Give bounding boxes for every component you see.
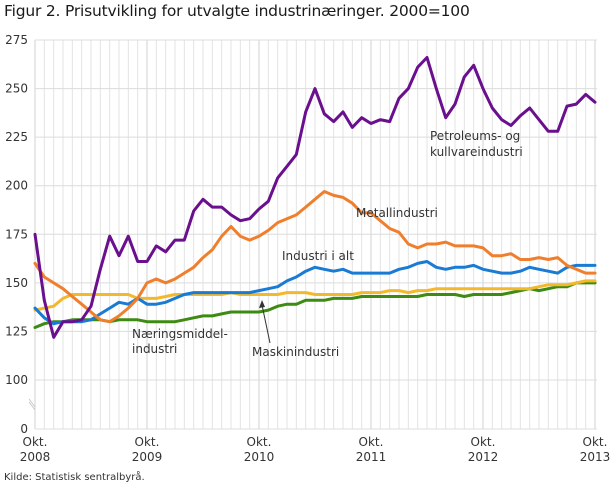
y-tick-label: 200 [5,179,28,193]
x-tick-label: Okt. [471,435,496,449]
y-tick-label: 175 [5,227,28,241]
x-tick-label: Okt. [247,435,272,449]
series-line-næringsmiddelindustri [33,281,597,329]
y-tick-label: 100 [5,373,28,387]
series-line-metallindustri [33,190,597,324]
x-tick-label: Okt. [583,435,608,449]
y-tick-label: 0 [20,422,28,436]
y-tick-label: 250 [5,82,28,96]
series-label: Næringsmiddel- [132,327,228,341]
x-tick-label: Okt. [135,435,160,449]
x-tick-label: 2012 [468,450,499,464]
y-tick-label: 150 [5,276,28,290]
source-note: Kilde: Statistisk sentralbyrå. [4,472,145,483]
series-label: Petroleums- og [430,129,520,143]
x-tick-label: 2011 [356,450,387,464]
series-line-industri-i-alt [33,260,597,326]
y-tick-label: 125 [5,324,28,338]
series-label: Maskinindustri [252,345,339,359]
series-label: Industri i alt [282,249,354,263]
x-tick-label: Okt. [359,435,384,449]
x-tick-label: 2013 [580,450,610,464]
x-tick-label: 2010 [244,450,275,464]
y-axis: 0 100 125 150 175 200 225 250 275 [5,33,28,436]
chart-title: Figur 2. Prisutvikling for utvalgte indu… [4,2,470,20]
series-label: industri [132,342,177,356]
annotations: Petroleums- og kullvareindustri Metallindu… [132,129,523,359]
y-tick-label: 225 [5,130,28,144]
series-label: Metallindustri [356,206,438,220]
x-tick-label: 2008 [20,450,51,464]
x-axis: Okt.2008Okt.2009Okt.2010Okt.2011Okt.2012… [20,435,610,464]
arrow-head-icon [259,300,265,308]
x-tick-label: 2009 [132,450,163,464]
axis-break-mark [28,401,36,411]
series-group [33,56,597,339]
y-tick-label: 275 [5,33,28,47]
grid [28,39,597,430]
axis-break-mark [28,398,36,408]
annotation-arrow [261,304,271,344]
x-tick-label: Okt. [23,435,48,449]
series-label: kullvareindustri [430,145,523,159]
series-line-maskinindustri [33,279,597,312]
series-line-petroleums-og-kullvareindustri [33,56,597,339]
